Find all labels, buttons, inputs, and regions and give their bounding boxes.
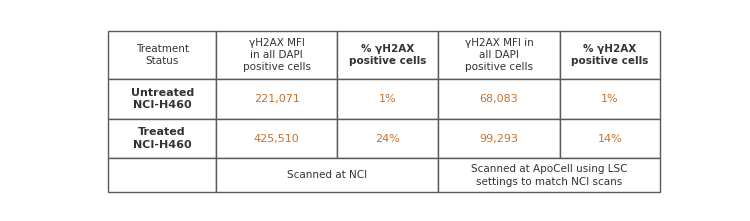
Bar bbox=[438, 79, 560, 119]
Text: γH2AX MFI in
all DAPI
positive cells: γH2AX MFI in all DAPI positive cells bbox=[464, 38, 533, 72]
Text: γH2AX MFI
in all DAPI
positive cells: γH2AX MFI in all DAPI positive cells bbox=[243, 38, 310, 72]
Bar bbox=[216, 79, 338, 119]
Bar bbox=[338, 79, 438, 119]
Text: Scanned at NCI: Scanned at NCI bbox=[287, 170, 368, 181]
Bar bbox=[108, 119, 216, 158]
Text: Treatment
Status: Treatment Status bbox=[136, 44, 189, 66]
Text: Untreated
NCI-H460: Untreated NCI-H460 bbox=[130, 88, 194, 110]
Bar bbox=[338, 31, 438, 79]
Text: Scanned at ApoCell using LSC
settings to match NCI scans: Scanned at ApoCell using LSC settings to… bbox=[471, 164, 628, 187]
Bar bbox=[560, 79, 661, 119]
Text: 24%: 24% bbox=[375, 134, 400, 144]
Bar bbox=[108, 31, 216, 79]
Bar bbox=[438, 119, 560, 158]
Text: % γH2AX
positive cells: % γH2AX positive cells bbox=[349, 44, 427, 66]
Bar bbox=[216, 119, 338, 158]
Text: 14%: 14% bbox=[598, 134, 622, 144]
Bar bbox=[216, 31, 338, 79]
Text: 425,510: 425,510 bbox=[254, 134, 299, 144]
Text: 221,071: 221,071 bbox=[254, 94, 299, 104]
Bar bbox=[108, 79, 216, 119]
Bar bbox=[560, 31, 661, 79]
Text: Treated
NCI-H460: Treated NCI-H460 bbox=[133, 128, 191, 150]
Bar bbox=[438, 31, 560, 79]
Bar bbox=[438, 158, 661, 192]
Text: 99,293: 99,293 bbox=[479, 134, 518, 144]
Text: 68,083: 68,083 bbox=[479, 94, 518, 104]
Text: % γH2AX
positive cells: % γH2AX positive cells bbox=[572, 44, 649, 66]
Bar bbox=[216, 158, 438, 192]
Text: 1%: 1% bbox=[379, 94, 397, 104]
Bar bbox=[560, 119, 661, 158]
Bar bbox=[108, 158, 216, 192]
Bar bbox=[338, 119, 438, 158]
Text: 1%: 1% bbox=[602, 94, 619, 104]
